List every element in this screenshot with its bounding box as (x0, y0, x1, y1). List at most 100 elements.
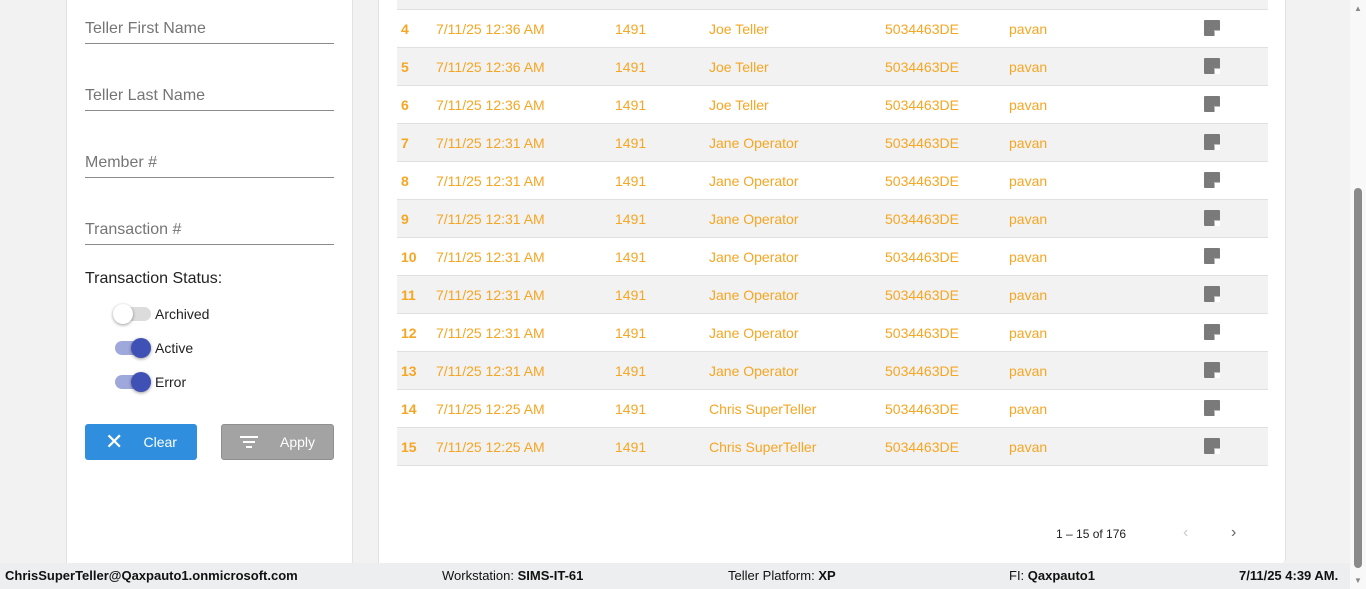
toggle-track[interactable] (113, 304, 151, 324)
user-cell: pavan (1009, 21, 1048, 37)
member-cell: 5034463DE (885, 211, 959, 227)
table-row[interactable]: 14 7/11/25 12:25 AM 1491 Chris SuperTeller 5… (397, 390, 1268, 428)
scrollbar-thumb[interactable] (1354, 188, 1362, 568)
teller-first-name-input[interactable]: Teller First Name (85, 14, 334, 44)
note-icon[interactable] (1204, 362, 1220, 378)
date-cell: 7/11/25 12:31 AM (436, 363, 545, 379)
row-number: 15 (401, 439, 417, 455)
user-cell: pavan (1009, 325, 1048, 341)
user-cell: pavan (1009, 401, 1048, 417)
toggle-error[interactable]: Error (115, 372, 186, 392)
note-icon[interactable] (1204, 20, 1220, 36)
toggle-label: Archived (155, 306, 210, 322)
table-row-partial (397, 0, 1268, 10)
note-icon[interactable] (1204, 96, 1220, 112)
note-icon[interactable] (1204, 324, 1220, 340)
table-row[interactable]: 13 7/11/25 12:31 AM 1491 Jane Operator 50344… (397, 352, 1268, 390)
user-cell: pavan (1009, 211, 1048, 227)
scroll-up-icon[interactable]: ▲ (1354, 4, 1362, 13)
toggle-active[interactable]: Active (115, 338, 193, 358)
workstation-cell: 1491 (615, 363, 647, 379)
pagination-range: 1 – 15 of 176 (1056, 527, 1127, 541)
member-cell: 5034463DE (885, 439, 959, 455)
member-number-input[interactable]: Member # (85, 148, 334, 178)
date-cell: 7/11/25 12:31 AM (436, 249, 545, 265)
note-icon[interactable] (1204, 210, 1220, 226)
toggle-track[interactable] (115, 372, 151, 392)
workstation-cell: 1491 (615, 59, 647, 75)
table-row[interactable]: 6 7/11/25 12:36 AM 1491 Joe Teller 5034463DE… (397, 86, 1268, 124)
table-row[interactable]: 8 7/11/25 12:31 AM 1491 Jane Operator 503446… (397, 162, 1268, 200)
workstation-cell: 1491 (615, 287, 647, 303)
toggle-label: Error (155, 374, 187, 390)
close-icon: ✕ (105, 429, 124, 454)
workstation: Workstation: SIMS-IT-61 (442, 568, 584, 583)
teller-cell: Jane Operator (709, 211, 799, 227)
next-page-button[interactable]: › (1231, 524, 1237, 541)
table-row[interactable]: 11 7/11/25 12:31 AM 1491 Jane Operator 50344… (397, 276, 1268, 314)
toggle-track[interactable] (115, 338, 151, 358)
row-number: 4 (401, 21, 409, 37)
filter-icon (239, 436, 258, 448)
note-icon[interactable] (1204, 134, 1220, 150)
table-row[interactable]: 7 7/11/25 12:31 AM 1491 Jane Operator 503446… (397, 124, 1268, 162)
date-cell: 7/11/25 12:31 AM (436, 173, 545, 189)
transactions-card: 4 7/11/25 12:36 AM 1491 Joe Teller 5034463DE… (378, 0, 1286, 563)
table-row[interactable]: 15 7/11/25 12:25 AM 1491 Chris SuperTeller 5… (397, 428, 1268, 466)
row-number: 14 (401, 401, 417, 417)
teller-cell: Chris SuperTeller (709, 401, 817, 417)
row-number: 9 (401, 211, 409, 227)
workstation-cell: 1491 (615, 173, 647, 189)
workstation-cell: 1491 (615, 325, 647, 341)
note-icon[interactable] (1204, 58, 1220, 74)
member-cell: 5034463DE (885, 401, 959, 417)
row-number: 11 (401, 287, 416, 303)
date-cell: 7/11/25 12:31 AM (436, 325, 545, 341)
table-row[interactable]: 5 7/11/25 12:36 AM 1491 Joe Teller 5034463DE… (397, 48, 1268, 86)
note-icon[interactable] (1204, 400, 1220, 416)
teller-last-name-input[interactable]: Teller Last Name (85, 81, 334, 111)
row-number: 5 (401, 59, 409, 75)
clear-label: Clear (143, 434, 177, 450)
user-cell: pavan (1009, 363, 1048, 379)
previous-page-button[interactable]: ‹ (1183, 524, 1189, 541)
scroll-down-icon[interactable]: ▼ (1354, 576, 1362, 585)
table-row[interactable]: 10 7/11/25 12:31 AM 1491 Jane Operator 50344… (397, 238, 1268, 276)
workstation-cell: 1491 (615, 439, 647, 455)
date-cell: 7/11/25 12:31 AM (436, 135, 545, 151)
row-number: 13 (401, 363, 417, 379)
user-cell: pavan (1009, 287, 1048, 303)
user-cell: pavan (1009, 249, 1048, 265)
member-cell: 5034463DE (885, 173, 959, 189)
teller-platform: Teller Platform: XP (728, 568, 836, 583)
note-icon[interactable] (1204, 172, 1220, 188)
user-cell: pavan (1009, 439, 1048, 455)
teller-cell: Jane Operator (709, 249, 799, 265)
table-row[interactable]: 4 7/11/25 12:36 AM 1491 Joe Teller 5034463DE… (397, 10, 1268, 48)
apply-label: Apply (279, 434, 316, 450)
workstation-cell: 1491 (615, 249, 647, 265)
apply-button[interactable]: Apply (221, 424, 334, 460)
note-icon[interactable] (1204, 248, 1220, 264)
table-row[interactable]: 9 7/11/25 12:31 AM 1491 Jane Operator 503446… (397, 200, 1268, 238)
date-cell: 7/11/25 12:31 AM (436, 287, 545, 303)
teller-cell: Jane Operator (709, 363, 799, 379)
table-row[interactable]: 12 7/11/25 12:31 AM 1491 Jane Operator 50344… (397, 314, 1268, 352)
clear-button[interactable]: ✕ Clear (85, 424, 197, 460)
teller-cell: Jane Operator (709, 135, 799, 151)
note-icon[interactable] (1204, 438, 1220, 454)
transactions-table: 4 7/11/25 12:36 AM 1491 Joe Teller 5034463DE… (397, 0, 1268, 466)
note-icon[interactable] (1204, 286, 1220, 302)
user-email: ChrisSuperTeller@Qaxpauto1.onmicrosoft.c… (5, 568, 298, 583)
datetime: 7/11/25 4:39 AM. (1239, 568, 1339, 583)
teller-cell: Jane Operator (709, 325, 799, 341)
date-cell: 7/11/25 12:36 AM (436, 97, 545, 113)
status-bar: ChrisSuperTeller@Qaxpauto1.onmicrosoft.c… (0, 563, 1350, 589)
transaction-number-input[interactable]: Transaction # (85, 215, 334, 245)
user-cell: pavan (1009, 97, 1048, 113)
toggle-label: Active (155, 340, 194, 356)
scrollbar[interactable]: ▲ ▼ (1350, 0, 1366, 589)
user-cell: pavan (1009, 59, 1048, 75)
toggle-archived[interactable]: Archived (113, 304, 210, 324)
date-cell: 7/11/25 12:36 AM (436, 21, 545, 37)
